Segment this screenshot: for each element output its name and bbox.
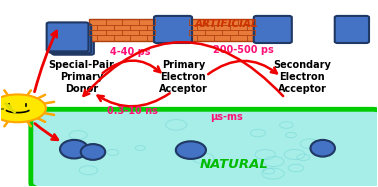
Text: NATURAL: NATURAL <box>200 157 269 171</box>
Bar <box>189 19 255 41</box>
Text: 0.3-10 ns: 0.3-10 ns <box>107 106 158 116</box>
Ellipse shape <box>310 140 335 157</box>
FancyBboxPatch shape <box>50 24 91 53</box>
FancyBboxPatch shape <box>335 16 369 43</box>
FancyBboxPatch shape <box>31 109 378 187</box>
Circle shape <box>0 94 46 122</box>
FancyBboxPatch shape <box>254 16 292 43</box>
Text: μs-ms: μs-ms <box>210 112 243 122</box>
Text: Special-Pair
Primary
Donor: Special-Pair Primary Donor <box>49 60 115 94</box>
Text: Primary
Electron
Acceptor: Primary Electron Acceptor <box>159 60 208 94</box>
FancyBboxPatch shape <box>46 22 88 51</box>
Bar <box>89 19 155 41</box>
FancyBboxPatch shape <box>154 16 192 43</box>
Text: ARTIFICIAL: ARTIFICIAL <box>195 19 259 29</box>
Text: 4-40 ps: 4-40 ps <box>110 47 151 57</box>
Text: Secondary
Electron
Acceptor: Secondary Electron Acceptor <box>273 60 331 94</box>
Ellipse shape <box>81 144 105 160</box>
Ellipse shape <box>60 140 88 158</box>
Text: 200-500 ps: 200-500 ps <box>213 45 274 55</box>
FancyBboxPatch shape <box>52 26 94 55</box>
Ellipse shape <box>176 141 206 159</box>
